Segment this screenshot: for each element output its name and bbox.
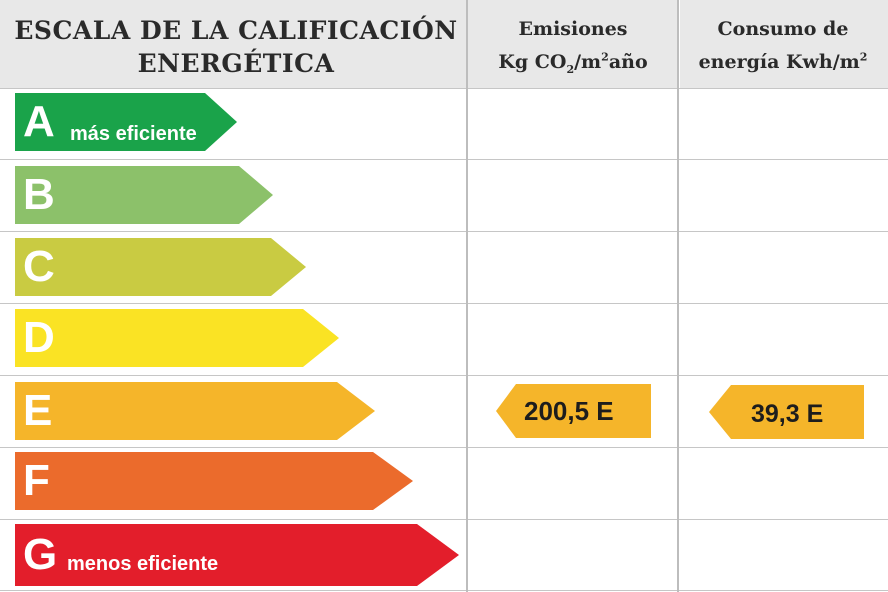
emissions-value: 200,5 E [524, 396, 614, 426]
rating-letter: G [23, 530, 58, 579]
scale-title: ESCALA DE LA CALIFICACIÓN ENERGÉTICA [14, 16, 458, 78]
rating-arrow-e: E [15, 382, 375, 440]
rating-letter: E [23, 386, 53, 435]
rating-letter: C [23, 242, 55, 291]
rating-arrow-c: C [15, 238, 306, 296]
arrow-shape [15, 382, 375, 440]
arrow-shape [15, 93, 237, 151]
arrow-shape [15, 524, 459, 586]
rating-arrow-d: D [15, 309, 339, 367]
consumption-value-indicator: 39,3 E [709, 385, 864, 439]
consumption-value: 39,3 E [751, 400, 824, 428]
arrow-shape [15, 452, 413, 510]
consumption-header: Consumo de energía Kwh/m2 [698, 18, 868, 73]
rating-letter: F [23, 456, 50, 505]
rating-letter: B [23, 170, 55, 219]
emissions-header: Emisiones Kg CO2/m2año [498, 18, 648, 76]
row-divider [0, 447, 888, 448]
value-arrow-shape [496, 384, 651, 438]
rating-arrow-f: F [15, 452, 413, 510]
arrow-shape [15, 238, 306, 296]
header-consumption-cell [680, 0, 888, 88]
row-divider [0, 303, 888, 304]
rating-sub-label: más eficiente [70, 123, 197, 145]
header-title-cell [0, 0, 466, 88]
header-emissions-cell [468, 0, 678, 88]
rating-sub-label: menos eficiente [67, 553, 219, 575]
row-divider [0, 231, 888, 232]
arrow-shape [15, 309, 339, 367]
row-divider [0, 159, 888, 160]
row-divider [0, 375, 888, 376]
row-divider [0, 519, 888, 520]
row-divider [0, 590, 888, 591]
rating-arrow-g: G menos eficiente [15, 524, 459, 586]
column-divider [466, 0, 468, 592]
value-arrow-shape [709, 385, 864, 439]
row-divider [0, 88, 888, 89]
column-divider [677, 0, 679, 592]
rating-arrow-b: B [15, 166, 273, 224]
emissions-value-indicator: 200,5 E [496, 384, 651, 438]
rating-arrow-a: A más eficiente [15, 93, 237, 151]
arrow-shape [15, 166, 273, 224]
rating-letter: D [23, 313, 55, 362]
rating-letter: A [23, 97, 55, 146]
